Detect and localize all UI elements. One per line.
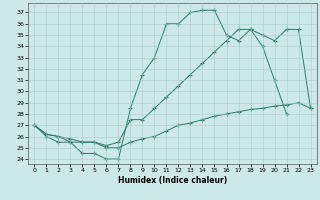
X-axis label: Humidex (Indice chaleur): Humidex (Indice chaleur) [118,176,227,185]
